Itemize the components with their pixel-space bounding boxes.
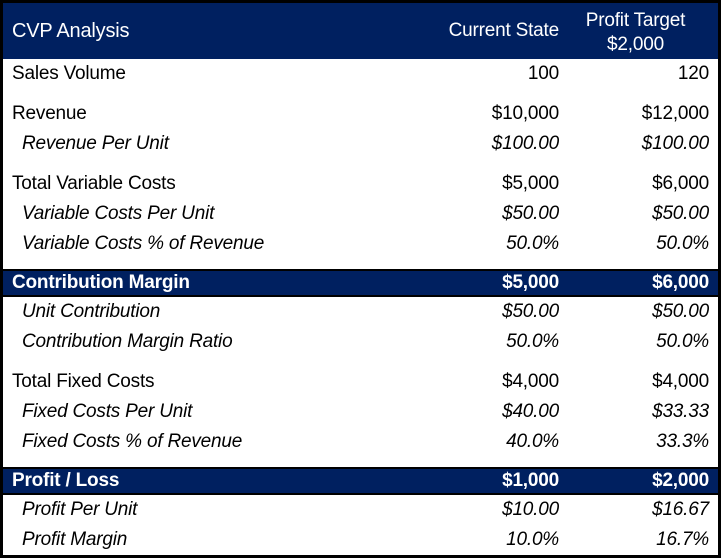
- profit-target-value: $6,000: [652, 272, 709, 293]
- row-label: Contribution Margin Ratio: [22, 331, 233, 352]
- profit-target-value: $4,000: [652, 371, 709, 392]
- current-state-value: 40.0%: [506, 431, 559, 452]
- table-row-profit-margin: Profit Margin 10.0% 16.7%: [3, 525, 718, 555]
- profit-target-value: 50.0%: [656, 331, 709, 352]
- profit-target-value: $33.33: [652, 401, 709, 422]
- table-row-fixed-costs-per-unit: Fixed Costs Per Unit $40.00 $33.33: [3, 397, 718, 427]
- row-spacer: [3, 457, 718, 467]
- row-label: Variable Costs % of Revenue: [22, 233, 265, 254]
- row-spacer: [3, 159, 718, 169]
- row-label: Sales Volume: [12, 63, 126, 84]
- current-state-value: 50.0%: [506, 331, 559, 352]
- table-row-fixed-costs-pct: Fixed Costs % of Revenue 40.0% 33.3%: [3, 427, 718, 457]
- row-label: Fixed Costs Per Unit: [22, 401, 193, 422]
- current-state-column-header: Current State: [448, 20, 560, 41]
- profit-target-header-line2: $2,000: [607, 34, 664, 55]
- profit-target-value: $50.00: [652, 301, 709, 322]
- profit-target-value: $2,000: [652, 470, 709, 491]
- row-label: Revenue: [12, 103, 87, 124]
- current-state-value: $1,000: [502, 470, 559, 491]
- current-state-value: $10.00: [502, 499, 559, 520]
- row-label: Variable Costs Per Unit: [22, 203, 215, 224]
- table-row-variable-costs-pct: Variable Costs % of Revenue 50.0% 50.0%: [3, 229, 718, 259]
- profit-target-header-line1: Profit Target: [585, 10, 686, 31]
- table-row-profit-loss: Profit / Loss $1,000 $2,000: [3, 467, 718, 495]
- row-label: Fixed Costs % of Revenue: [22, 431, 243, 452]
- table-row-total-fixed-costs: Total Fixed Costs $4,000 $4,000: [3, 367, 718, 397]
- current-state-value: $100.00: [491, 133, 559, 154]
- current-state-value: $50.00: [502, 301, 559, 322]
- profit-target-value: $50.00: [652, 203, 709, 224]
- table-row-contribution-margin: Contribution Margin $5,000 $6,000: [3, 269, 718, 297]
- table-row-profit-per-unit: Profit Per Unit $10.00 $16.67: [3, 495, 718, 525]
- current-state-value: 10.0%: [506, 529, 559, 550]
- profit-target-value: $6,000: [652, 173, 709, 194]
- current-state-value: $40.00: [502, 401, 559, 422]
- row-label: Unit Contribution: [22, 301, 161, 322]
- profit-target-value: $100.00: [641, 133, 709, 154]
- current-state-value: $50.00: [502, 203, 559, 224]
- profit-target-value: $12,000: [641, 103, 709, 124]
- table-row-total-variable-costs: Total Variable Costs $5,000 $6,000: [3, 169, 718, 199]
- row-spacer: [3, 357, 718, 367]
- profit-target-value: 33.3%: [656, 431, 709, 452]
- current-state-value: $5,000: [502, 173, 559, 194]
- table-row-contribution-margin-ratio: Contribution Margin Ratio 50.0% 50.0%: [3, 327, 718, 357]
- profit-target-value: 50.0%: [656, 233, 709, 254]
- row-label: Revenue Per Unit: [22, 133, 169, 154]
- row-label: Profit Per Unit: [22, 499, 138, 520]
- profit-target-column-header: Profit Target $2,000: [559, 5, 718, 57]
- row-label: Total Variable Costs: [12, 173, 176, 194]
- profit-target-value: $16.67: [652, 499, 709, 520]
- row-label: Total Fixed Costs: [12, 371, 155, 392]
- table-row-sales-volume: Sales Volume 100 120: [3, 59, 718, 89]
- row-label: Profit Margin: [22, 529, 128, 550]
- table-title: CVP Analysis: [12, 20, 130, 42]
- row-spacer: [3, 259, 718, 269]
- current-state-value: $5,000: [502, 272, 559, 293]
- profit-target-value: 16.7%: [656, 529, 709, 550]
- row-spacer: [3, 89, 718, 99]
- table-row-unit-contribution: Unit Contribution $50.00 $50.00: [3, 297, 718, 327]
- row-label: Contribution Margin: [12, 272, 190, 293]
- row-label: Profit / Loss: [12, 470, 120, 491]
- profit-target-value: 120: [677, 63, 709, 84]
- current-state-value: $4,000: [502, 371, 559, 392]
- table-header-row: CVP Analysis Current State Profit Target…: [3, 3, 718, 59]
- table-row-revenue: Revenue $10,000 $12,000: [3, 99, 718, 129]
- current-state-value: 50.0%: [506, 233, 559, 254]
- current-state-value: 100: [527, 63, 559, 84]
- table-row-revenue-per-unit: Revenue Per Unit $100.00 $100.00: [3, 129, 718, 159]
- table-row-variable-costs-per-unit: Variable Costs Per Unit $50.00 $50.00: [3, 199, 718, 229]
- current-state-value: $10,000: [491, 103, 559, 124]
